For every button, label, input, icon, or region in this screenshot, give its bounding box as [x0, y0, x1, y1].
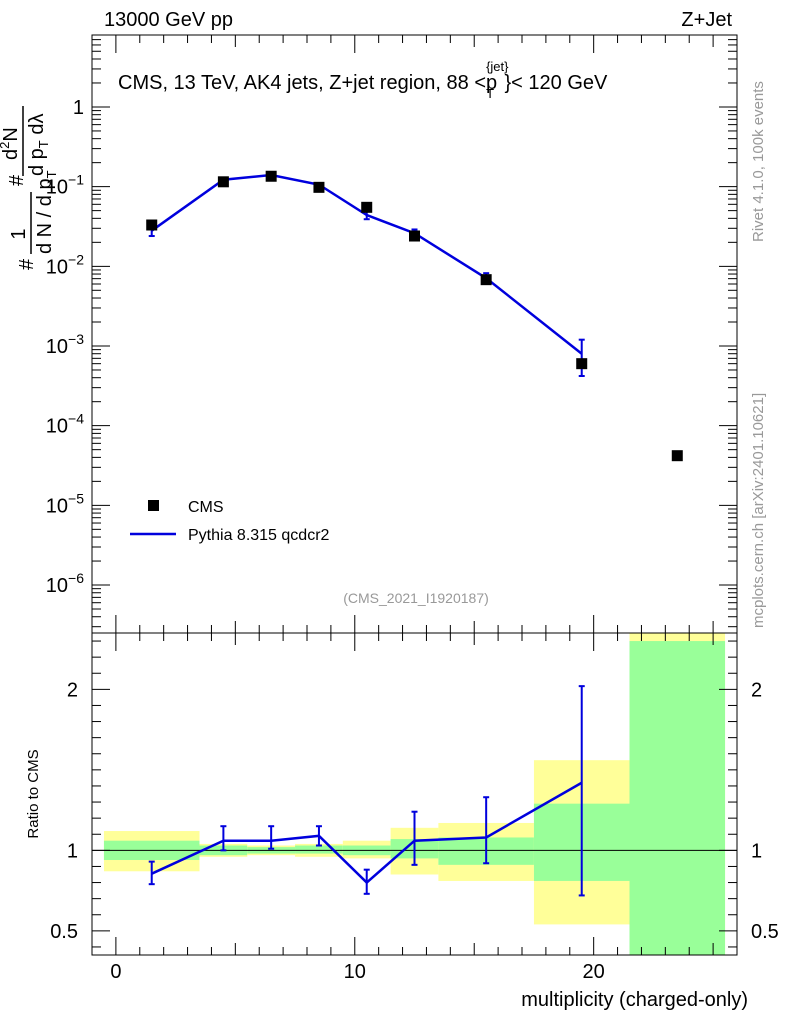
- mcplots-label: mcplots.cern.ch [arXiv:2401.10621]: [750, 393, 767, 628]
- analysis-id: (CMS_2021_I1920187): [343, 590, 489, 606]
- ratio-uncertainty-bands: [103, 633, 726, 955]
- main-ytick-label-base: 10: [46, 495, 68, 517]
- ylabel-frac2-n: N: [0, 127, 22, 141]
- main-data-points: [146, 170, 683, 462]
- ratio-plot-frame: [91, 632, 738, 956]
- main-ytick-label-2: 10−4: [46, 411, 84, 438]
- chart-title-sup: {jet}: [486, 59, 509, 74]
- ylabel-frac2-num: d2N: [0, 127, 22, 160]
- green-band-8: [629, 641, 726, 955]
- cms-data-point-7: [576, 358, 588, 370]
- ylabel-frac2-den: d pT dλ: [26, 114, 51, 176]
- main-ytick-label-base: 10: [46, 177, 68, 199]
- main-ytick-label-base: 10: [46, 336, 68, 358]
- xtick-label-0: 0: [110, 961, 121, 983]
- main-ytick-label-5: 10−1: [46, 172, 84, 199]
- chart-title-part1: CMS, 13 TeV, AK4 jets, Z+jet region, 88 …: [118, 72, 497, 94]
- main-ytick-label-exp: −6: [68, 570, 84, 586]
- legend-pythia-label: Pythia 8.315 qcdcr2: [188, 527, 330, 544]
- ratio-y-axis-label: Ratio to CMS: [25, 749, 42, 838]
- main-ytick-label-3: 10−3: [46, 331, 84, 358]
- ylabel-prefix: #: [16, 258, 38, 270]
- chart-title-sub: T: [486, 86, 494, 101]
- ratio-mc-errorbars: [148, 685, 585, 897]
- main-ytick-label-exp: −4: [68, 411, 84, 427]
- ratio-ytick-label-right-2: 2: [751, 679, 762, 701]
- main-ytick-label-6: 1: [73, 97, 84, 119]
- main-ytick-label-0: 10−6: [46, 570, 84, 597]
- main-ytick-label-4: 10−2: [46, 251, 84, 278]
- ylabel-frac2-d: d: [0, 149, 22, 160]
- main-ytick-label-base: 10: [46, 256, 68, 278]
- cms-data-point-1: [217, 176, 229, 188]
- ratio-ytick-label-left-2: 2: [67, 679, 78, 701]
- header-left-label: 13000 GeV pp: [104, 9, 233, 31]
- cms-data-point-3: [313, 181, 325, 193]
- main-y-axis-label: # 1 d N / d pT # d2N d pT dλ: [0, 106, 59, 270]
- main-ytick-label-exp: −2: [68, 251, 84, 267]
- cms-data-point-2: [265, 170, 277, 182]
- xtick-label-2: 20: [583, 961, 605, 983]
- x-axis-label: multiplicity (charged-only): [521, 989, 748, 1011]
- chart-title-part2: }< 120 GeV: [505, 72, 609, 94]
- ylabel-frac-num: 1: [8, 228, 30, 239]
- ratio-ytick-label-right-1: 1: [751, 840, 762, 862]
- cms-data-point-5: [409, 230, 420, 242]
- chart-title: CMS, 13 TeV, AK4 jets, Z+jet region, 88 …: [118, 59, 608, 101]
- legend-cms-label: CMS: [188, 499, 224, 516]
- main-ytick-label-exp: −5: [68, 490, 84, 506]
- main-mc-line: [150, 173, 583, 355]
- rivet-label: Rivet 4.1.0, 100k events: [750, 81, 767, 242]
- main-ytick-label-exp: −1: [68, 172, 84, 188]
- ratio-ytick-label-left-1: 1: [67, 840, 78, 862]
- main-axis-ticks: [92, 34, 737, 633]
- main-ytick-label-1: 10−5: [46, 490, 84, 517]
- ylabel-frac-den-sub: T: [44, 170, 59, 178]
- x-tick-labels: 0 10 20: [110, 961, 604, 983]
- ylabel-frac2-sup: 2: [0, 142, 12, 149]
- ylabel-hash2: #: [6, 174, 28, 186]
- ylabel-frac-den-main: d N / d p: [34, 178, 56, 254]
- ylabel-frac2-den-tail: dλ: [26, 114, 48, 141]
- main-ytick-label-base: 10: [46, 575, 68, 597]
- cms-data-point-8: [671, 450, 683, 462]
- ylabel-frac2-den-main: d p: [26, 148, 48, 176]
- ratio-y-tick-labels: 0.5 0.5 1 1 2 2: [50, 679, 779, 943]
- legend-cms-marker: [148, 500, 159, 511]
- main-ytick-label-exp: −3: [68, 331, 84, 347]
- ratio-ytick-label-left-0: 0.5: [50, 921, 78, 943]
- ratio-axis-ticks: [92, 633, 737, 955]
- ratio-mc-line: [151, 781, 583, 885]
- main-ytick-label-base: 1: [73, 97, 84, 119]
- main-y-tick-labels: 10−610−510−410−310−210−11: [46, 97, 84, 597]
- cms-data-point-6: [480, 274, 492, 286]
- main-ytick-label-base: 10: [46, 416, 68, 438]
- ylabel-frac-den: d N / d pT: [34, 170, 59, 254]
- ratio-ytick-label-right-0: 0.5: [751, 921, 779, 943]
- cms-data-point-0: [146, 219, 158, 231]
- ylabel-frac2-den-sub: T: [36, 140, 51, 148]
- legend: CMS Pythia 8.315 qcdcr2: [130, 499, 330, 544]
- cms-data-point-4: [361, 201, 373, 213]
- xtick-label-1: 10: [344, 961, 366, 983]
- green-band-3: [295, 845, 343, 854]
- header-right-label: Z+Jet: [681, 9, 732, 31]
